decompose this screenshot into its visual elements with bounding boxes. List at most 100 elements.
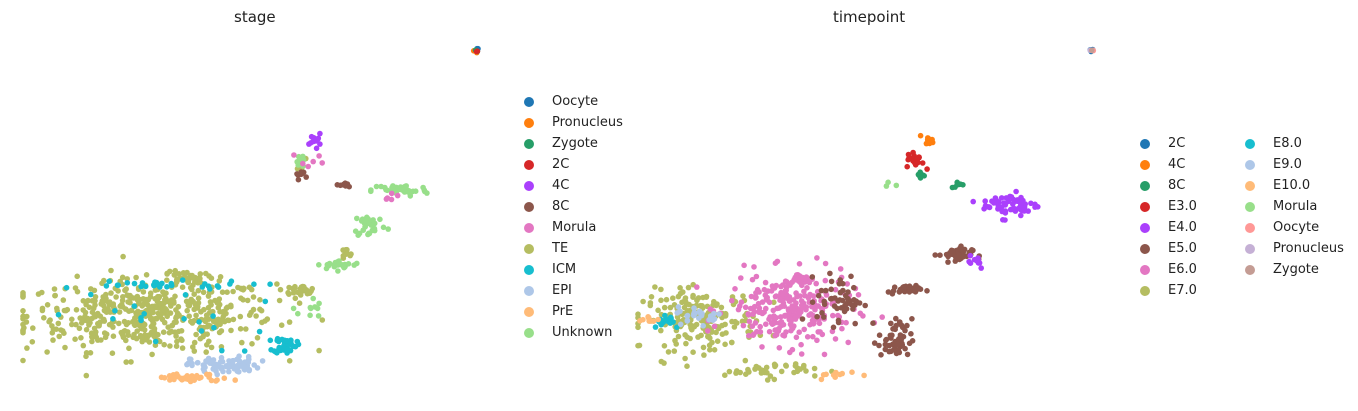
legend-label: E5.0 bbox=[1168, 241, 1197, 256]
scatter-point-e6-0 bbox=[746, 318, 753, 325]
scatter-point-e7-0 bbox=[726, 368, 733, 375]
scatter-point-pre bbox=[221, 375, 228, 382]
scatter-point-morula bbox=[310, 158, 317, 165]
scatter-point-epi bbox=[218, 365, 224, 372]
scatter-point-8c bbox=[346, 183, 353, 190]
scatter-point-e6-0 bbox=[801, 326, 807, 333]
scatter-point-unknown bbox=[421, 187, 428, 193]
scatter-point-te bbox=[204, 331, 210, 338]
scatter-point-e7-0 bbox=[658, 297, 664, 304]
scatter-point-e7-0 bbox=[709, 339, 715, 346]
scatter-point-epi bbox=[184, 361, 190, 368]
scatter-point-unknown bbox=[345, 261, 352, 267]
scatter-point-e5-0 bbox=[891, 346, 897, 353]
scatter-point-4c bbox=[313, 145, 320, 152]
legend-label: Unknown bbox=[552, 325, 613, 340]
scatter-point-te bbox=[340, 253, 347, 259]
scatter-point-e6-0 bbox=[732, 286, 738, 292]
scatter-point-te bbox=[119, 274, 126, 281]
scatter-point-e6-0 bbox=[832, 286, 839, 293]
scatter-point-e7-0 bbox=[636, 342, 643, 349]
scatter-point-te bbox=[180, 270, 187, 276]
scatter-point-e9-0 bbox=[684, 312, 691, 319]
scatter-point-e7-0 bbox=[684, 363, 690, 370]
legend-label: Morula bbox=[552, 220, 597, 235]
scatter-point-e5-0 bbox=[894, 341, 901, 348]
scatter-point-e6-0 bbox=[799, 304, 806, 311]
scatter-point-e6-0 bbox=[817, 329, 823, 335]
scatter-point-e5-0 bbox=[961, 246, 968, 253]
scatter-point-e5-0 bbox=[828, 286, 834, 293]
scatter-point-8c bbox=[917, 169, 923, 175]
scatter-point-icm bbox=[198, 328, 205, 334]
scatter-point-e7-0 bbox=[658, 327, 664, 334]
scatter-point-pre bbox=[182, 375, 188, 382]
legend-marker-icon bbox=[1245, 159, 1255, 170]
scatter-point-e6-0 bbox=[772, 332, 778, 339]
scatter-point-te bbox=[193, 312, 199, 319]
legend-marker-icon bbox=[524, 138, 534, 149]
scatter-point-e6-0 bbox=[782, 278, 789, 284]
scatter-point-e6-0 bbox=[814, 255, 820, 261]
scatter-point-unknown bbox=[335, 268, 341, 274]
scatter-point-e5-0 bbox=[909, 338, 916, 344]
scatter-point-te bbox=[73, 307, 80, 313]
scatter-point-e6-0 bbox=[845, 339, 851, 346]
scatter-point-e7-0 bbox=[686, 301, 692, 308]
scatter-point-e6-0 bbox=[832, 336, 839, 342]
scatter-point-epi bbox=[226, 368, 232, 375]
scatter-point-unknown bbox=[316, 300, 322, 307]
scatter-point-e6-0 bbox=[742, 304, 749, 311]
scatter-point-te bbox=[20, 357, 26, 364]
scatter-point-e9-0 bbox=[700, 323, 706, 329]
scatter-point-te bbox=[113, 294, 119, 300]
scatter-point-e4-0 bbox=[1011, 205, 1017, 212]
scatter-point-te bbox=[176, 271, 182, 277]
legend-item: Morula bbox=[524, 217, 623, 238]
legend-label: 2C bbox=[1168, 136, 1186, 151]
scatter-point-e5-0 bbox=[896, 288, 903, 295]
legend-item: E10.0 bbox=[1245, 175, 1344, 196]
scatter-point-e6-0 bbox=[746, 332, 752, 339]
scatter-point-e4-0 bbox=[1001, 200, 1007, 206]
scatter-point-morula bbox=[316, 153, 322, 159]
scatter-point-e7-0 bbox=[671, 348, 678, 354]
scatter-point-te bbox=[131, 321, 138, 328]
scatter-point-te bbox=[83, 301, 89, 308]
scatter-point-e5-0 bbox=[898, 322, 905, 329]
legend-item: Oocyte bbox=[1245, 217, 1344, 238]
scatter-point-e5-0 bbox=[901, 284, 907, 290]
scatter-point-e9-0 bbox=[710, 317, 716, 324]
scatter-point-te bbox=[160, 300, 167, 307]
scatter-point-8c bbox=[298, 169, 305, 175]
scatter-point-e6-0 bbox=[694, 284, 700, 290]
scatter-point-e7-0 bbox=[714, 301, 720, 307]
scatter-point-e7-0 bbox=[652, 284, 658, 290]
scatter-point-e5-0 bbox=[832, 295, 838, 301]
scatter-point-e8-0 bbox=[667, 320, 673, 326]
scatter-point-e9-0 bbox=[699, 310, 705, 317]
legend-label: Zygote bbox=[1273, 262, 1319, 277]
scatter-point-e5-0 bbox=[856, 300, 863, 306]
scatter-point-te bbox=[125, 320, 132, 326]
legend-marker-icon bbox=[1140, 222, 1150, 233]
scatter-point-te bbox=[149, 351, 155, 358]
scatter-point-te bbox=[101, 318, 108, 324]
legend-item: 4C bbox=[524, 175, 623, 196]
scatter-point-e7-0 bbox=[812, 373, 818, 379]
legend-marker-icon bbox=[1245, 222, 1255, 233]
scatter-point-e7-0 bbox=[658, 286, 664, 293]
scatter-point-e3-0 bbox=[919, 160, 926, 166]
scatter-point-e7-0 bbox=[745, 366, 751, 373]
scatter-point-icm bbox=[114, 282, 121, 288]
legend-item: E4.0 bbox=[1140, 217, 1245, 238]
timepoint-legend: 2C 4C 8C E3.0 E4.0 E5.0 E6.0 E7.0 E8.0 E9.0 E10.0 M… bbox=[1140, 133, 1344, 301]
scatter-point-icm bbox=[106, 278, 112, 285]
legend-label: EPI bbox=[552, 283, 572, 298]
scatter-point-e6-0 bbox=[770, 307, 777, 314]
scatter-point-te bbox=[286, 358, 293, 364]
scatter-point-e6-0 bbox=[766, 328, 773, 335]
scatter-point-te bbox=[156, 314, 163, 320]
scatter-point-unknown bbox=[370, 217, 376, 223]
scatter-point-e7-0 bbox=[661, 343, 668, 349]
